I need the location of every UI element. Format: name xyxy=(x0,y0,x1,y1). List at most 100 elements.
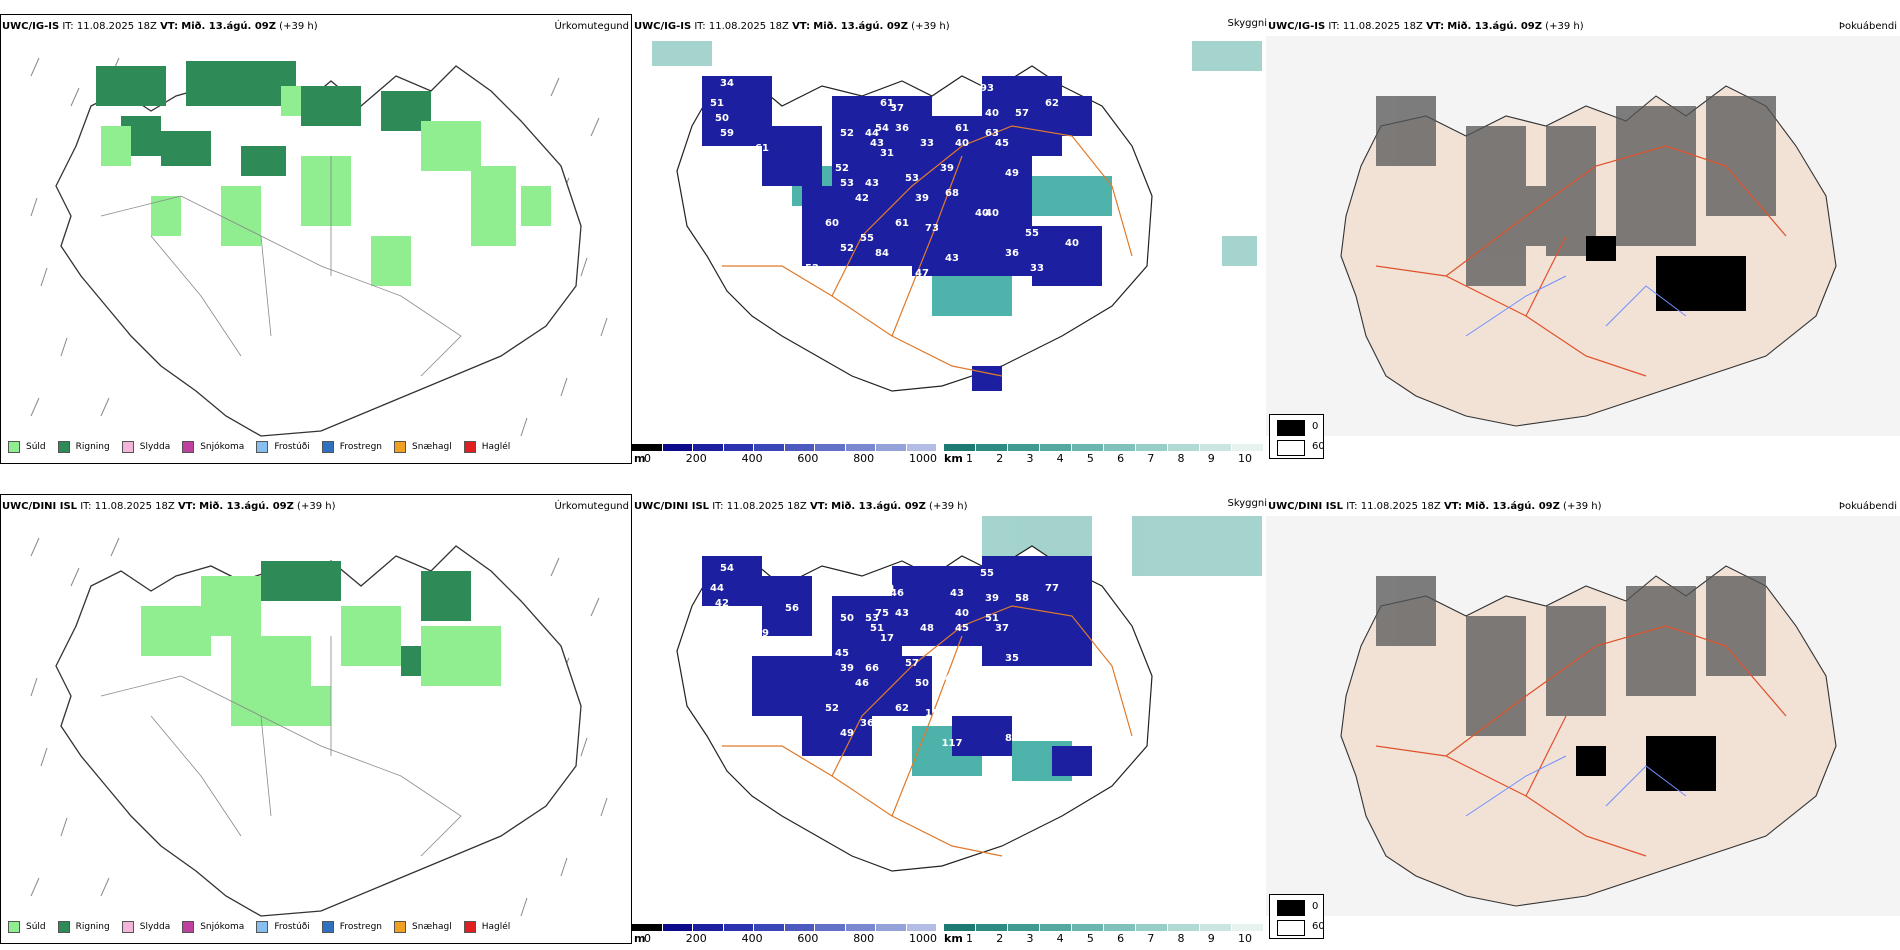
cloud-base-label: 52 xyxy=(825,703,839,714)
legend-swatch xyxy=(394,441,407,453)
colorbar-tick: 200 xyxy=(685,452,707,465)
cloud-ticks: 0 200 400 600 800 1000 xyxy=(644,932,937,945)
vt-label: VT: xyxy=(1443,501,1462,512)
cloud-base-label: 52 xyxy=(835,163,849,174)
river-network xyxy=(1465,755,1687,817)
legend-swatch xyxy=(321,441,334,453)
cloud-base-label: 93 xyxy=(980,83,994,94)
legend-swatch xyxy=(256,441,269,453)
fog-label-min: 0 xyxy=(1312,901,1319,912)
colorbar-tick: 400 xyxy=(741,452,763,465)
iceland-outline xyxy=(55,545,582,917)
legend-item: Frostúði xyxy=(256,921,310,933)
it-value: 11.08.2025 18Z xyxy=(76,21,157,32)
legend-item: Haglél xyxy=(463,921,511,933)
cloud-base-label: 61 xyxy=(895,218,909,229)
cloud-base-label: 60 xyxy=(965,543,979,554)
colorbar-segment xyxy=(1136,444,1168,451)
precip-panel: UWC/DINI ISL IT: 11.08.2025 18Z VT: Mið.… xyxy=(0,494,632,944)
cloud-base-label: 31 xyxy=(880,148,894,159)
cloud-base-label: 33 xyxy=(1030,263,1044,274)
cloud-unit: m xyxy=(634,452,646,465)
cloud-base-label: 51 xyxy=(985,613,999,624)
cloud-base-label: 40 xyxy=(985,208,999,219)
cloud-base-label: 33 xyxy=(920,138,934,149)
visibility-unit: km xyxy=(944,932,963,945)
cloud-base-label: 46 xyxy=(855,678,869,689)
legend-swatch xyxy=(182,441,195,453)
colorbar-tick: 9 xyxy=(1207,452,1215,465)
cloud-base-label: 49 xyxy=(840,728,854,739)
it-label: IT: xyxy=(1328,21,1340,32)
legend-swatch xyxy=(463,921,476,933)
colorbar-segment xyxy=(662,924,693,931)
colorbar-segment xyxy=(876,444,907,451)
cloud-base-label: 244 xyxy=(962,58,983,69)
colorbar-segment xyxy=(1136,924,1168,931)
cloud-base-label: 55 xyxy=(1025,228,1039,239)
legend-label: Slydda xyxy=(139,922,171,932)
cloud-base-label: 77 xyxy=(1045,583,1059,594)
visibility-panel: UWC/IG-IS IT: 11.08.2025 18Z VT: Mið. 13… xyxy=(632,14,1267,465)
cloud-base-label: 17 xyxy=(880,633,894,644)
colorbar-segment xyxy=(784,444,815,451)
colorbar-segment xyxy=(723,924,754,931)
colorbar-segment xyxy=(632,444,663,451)
precip-panel: UWC/IG-IS IT: 11.08.2025 18Z VT: Mið. 13… xyxy=(0,14,632,464)
cloud-base-label: 52 xyxy=(840,128,854,139)
colorbar-tick: 1000 xyxy=(908,932,937,945)
colorbar-segment xyxy=(845,444,876,451)
cloud-base-label: 62 xyxy=(1045,98,1059,109)
vt-label: VT: xyxy=(177,501,196,512)
colorbar-segment xyxy=(976,444,1008,451)
cloud-base-label: 50 xyxy=(915,678,929,689)
panel-header: UWC/IG-IS IT: 11.08.2025 18Z VT: Mið. 13… xyxy=(1267,18,1900,36)
legend-item: Rigning xyxy=(57,921,110,933)
legend-label: Súld xyxy=(26,922,46,932)
colorbar-tick: 0 xyxy=(644,452,651,465)
legend-item: Snæhagl xyxy=(394,921,452,933)
model-name: UWC/IG-IS xyxy=(2,21,60,32)
legend-label: Frostúði xyxy=(274,922,310,932)
cloud-base-label: 45 xyxy=(720,613,734,624)
cloud-base-label: 46 xyxy=(890,588,904,599)
cloud-base-label: 57 xyxy=(775,238,789,249)
cloud-base-label: 47 xyxy=(940,648,954,659)
cloud-base-label: 40 xyxy=(955,138,969,149)
colorbar-tick: 3 xyxy=(1026,932,1034,945)
colorbar-segment xyxy=(1168,924,1200,931)
visibility-panel: UWC/DINI ISL IT: 11.08.2025 18Z VT: Mið.… xyxy=(632,494,1267,945)
legend-swatch xyxy=(321,921,334,933)
legend-label: Haglél xyxy=(481,922,511,932)
cloud-base-label: 34 xyxy=(720,78,734,89)
legend-label: Snæhagl xyxy=(412,922,452,932)
cloud-base-label: 13 xyxy=(715,168,729,179)
cloud-base-label: 117 xyxy=(942,738,963,749)
legend-swatch xyxy=(121,921,134,933)
cloud-base-label: 84 xyxy=(875,248,889,259)
cloud-base-label: 45 xyxy=(985,693,999,704)
legend-item: Slydda xyxy=(121,921,171,933)
lead-time: (+39 h) xyxy=(929,501,968,512)
legend-label: Rigning xyxy=(75,922,110,932)
model-name: UWC/DINI ISL xyxy=(634,501,710,512)
cloud-base-label: 41 xyxy=(950,103,964,114)
it-label: IT: xyxy=(62,21,74,32)
cloud-base-label: 25 xyxy=(745,203,759,214)
colorbar-segment xyxy=(693,924,724,931)
precip-legend: Súld Rigning Slydda Snjókoma Frostúði Fr… xyxy=(8,921,522,933)
cloud-base-label: 92 xyxy=(825,273,839,284)
fog-label-max: 60 xyxy=(1312,441,1325,452)
road-network xyxy=(1375,625,1787,857)
cloud-base-label: 40 xyxy=(945,673,959,684)
colorbar-tick: 800 xyxy=(853,452,875,465)
colorbar-segment xyxy=(815,444,846,451)
panel-header: UWC/DINI ISL IT: 11.08.2025 18Z VT: Mið.… xyxy=(1,498,633,516)
cloud-base-label: 39 xyxy=(940,163,954,174)
legend-label: Snjókoma xyxy=(200,922,245,932)
cloud-unit: m xyxy=(634,932,646,945)
legend-label: Snæhagl xyxy=(412,442,452,452)
legend-label: Frostregn xyxy=(339,922,383,932)
cloud-base-label: 49 xyxy=(1005,168,1019,179)
cloud-base-label: 40 xyxy=(1065,158,1079,169)
